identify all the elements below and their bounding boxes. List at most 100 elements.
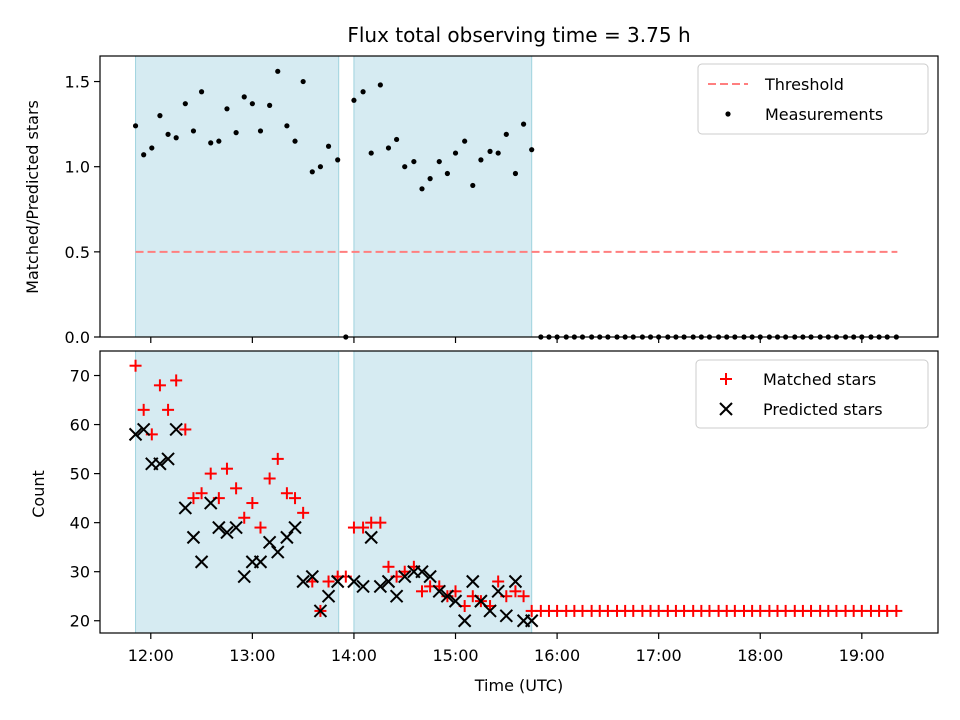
measurement-point: [529, 147, 535, 153]
y-tick-label: 0.0: [65, 328, 90, 347]
predicted-star-point: [356, 579, 370, 594]
measurement-point: [520, 121, 527, 127]
matched-star-point: [254, 521, 267, 534]
predicted-star-point: [321, 589, 336, 603]
measurement-point: [368, 150, 374, 156]
predicted-star-point: [524, 614, 539, 628]
matched-star-point: [195, 487, 208, 500]
x-tick-label: 18:00: [737, 646, 783, 665]
predicted-star-point: [194, 555, 209, 569]
top-x-ticks: [150, 337, 863, 343]
x-tick-label: 13:00: [229, 646, 275, 665]
top-shaded-intervals: [135, 55, 533, 338]
measurement-point: [470, 182, 476, 189]
measurement-point: [208, 140, 214, 146]
measurement-point: [173, 135, 179, 141]
measurement-point: [487, 148, 493, 154]
measurement-point: [198, 89, 205, 95]
bottom-x-ticks: 12:00 13:00 14:00 15:00 16:00 17:00 18:00 19:00: [128, 633, 885, 665]
measurement-points: [132, 68, 899, 340]
top-y-axis-label: Matched/Predicted stars: [23, 100, 42, 294]
measurement-point: [478, 157, 484, 163]
predicted-star-point: [305, 569, 320, 584]
top-legend-box: [697, 63, 929, 135]
predicted-star-point: [204, 496, 218, 510]
predicted-star-point: [508, 574, 523, 589]
matched-star-point: [289, 492, 302, 505]
predicted-star-point: [128, 427, 143, 442]
measurement-point: [360, 89, 366, 95]
measurement-point: [335, 157, 341, 163]
measurement-point: [436, 158, 442, 165]
measurement-point: [292, 138, 298, 144]
predicted-star-point: [253, 555, 268, 569]
matched-star-point: [204, 467, 217, 480]
predicted-star-point: [457, 614, 472, 628]
predicted-star-point: [466, 574, 480, 589]
predicted-star-point: [229, 520, 243, 535]
measurement-point: [182, 101, 188, 107]
predicted-star-point: [237, 569, 251, 584]
measurement-point: [419, 186, 425, 192]
measurement-point: [317, 164, 324, 170]
matched-star-point: [263, 472, 276, 485]
matched-star-point: [271, 452, 284, 465]
matched-star-point: [220, 462, 233, 475]
top-legend: Threshold Measurements: [697, 63, 929, 135]
threshold-legend-label: Threshold: [764, 75, 844, 94]
matched-star-point: [517, 590, 530, 603]
measurement-point: [452, 150, 459, 156]
y-tick-label: 20: [70, 612, 90, 631]
predicted-star-point: [178, 501, 193, 515]
matched-star-point: [322, 575, 335, 588]
matched-star-point: [357, 521, 370, 534]
bottom-plot-frame: [99, 350, 939, 634]
top-panel: 0.0 0.5 1.0 1.5 Matched/Predicted stars Thr…: [23, 55, 939, 347]
predicted-star-point: [373, 579, 388, 594]
predicted-star-point: [186, 530, 201, 545]
bottom-legend-box: [695, 359, 929, 429]
measurement-point: [503, 131, 509, 137]
predicted-star-point: [423, 569, 437, 584]
shaded-interval-1: [135, 350, 340, 634]
predicted-star-point: [347, 574, 361, 589]
matched-star-point: [415, 585, 428, 598]
predicted-star-point: [364, 530, 378, 545]
measurements-legend-label: Measurements: [765, 105, 883, 124]
measurements-legend-swatch: [725, 111, 731, 117]
count-points: [128, 359, 903, 628]
predicted-star-point: [161, 452, 175, 466]
bottom-y-axis-label: Count: [29, 470, 48, 518]
predicted-star-point: [491, 584, 505, 599]
measurement-point: [462, 138, 468, 144]
shaded-interval-1: [135, 55, 340, 338]
predicted-star-point: [483, 604, 497, 618]
x-tick-label: 19:00: [839, 646, 885, 665]
y-tick-label: 50: [70, 465, 90, 484]
top-plot-frame: [99, 55, 939, 338]
predicted-star-point: [381, 574, 396, 589]
measurement-point: [224, 106, 230, 112]
predicted-legend-swatch: [719, 402, 733, 416]
predicted-star-point: [169, 422, 183, 437]
shaded-interval-2: [353, 55, 533, 338]
matched-star-point: [179, 423, 192, 436]
predicted-star-point: [212, 520, 226, 535]
measurement-point: [444, 170, 450, 177]
measurement-point: [165, 131, 171, 137]
matched-star-point: [297, 506, 310, 519]
matched-star-point: [162, 403, 175, 416]
x-tick-label: 14:00: [331, 646, 377, 665]
y-tick-label: 60: [70, 416, 90, 435]
predicted-star-point: [440, 589, 455, 603]
x-axis-label: Time (UTC): [474, 676, 563, 695]
y-tick-label: 1.5: [65, 73, 90, 92]
matched-star-point: [170, 374, 183, 387]
predicted-star-point: [415, 564, 429, 579]
predicted-star-point: [330, 574, 345, 589]
matched-star-point: [492, 575, 505, 588]
y-tick-label: 0.5: [65, 243, 90, 262]
measurement-point: [377, 82, 383, 88]
predicted-star-point: [220, 525, 234, 540]
y-tick-label: 30: [70, 563, 90, 582]
